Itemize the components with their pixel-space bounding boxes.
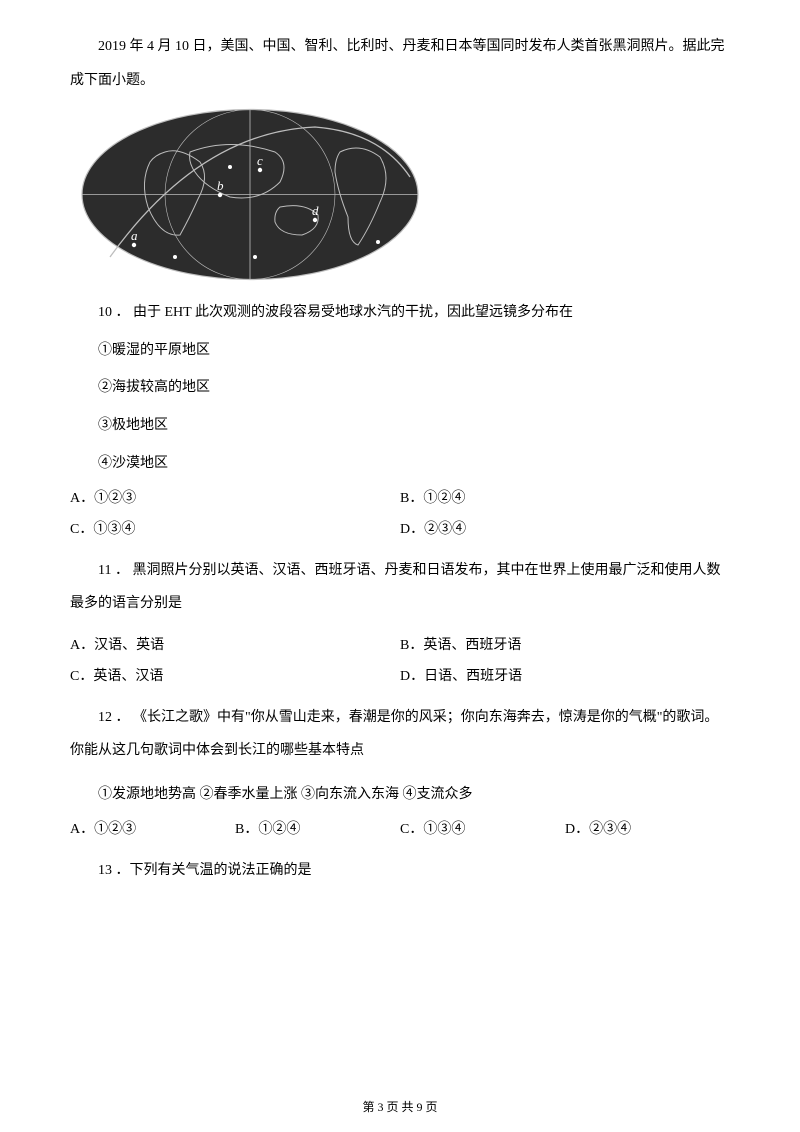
svg-text:a: a (131, 228, 138, 243)
world-map-figure: a b c d (80, 107, 730, 282)
q11-options: A．汉语、英语 B．英语、西班牙语 C．英语、汉语 D．日语、西班牙语 (70, 631, 730, 693)
q10-opt-c: C．①③④ (70, 515, 400, 546)
q12-opt-b: B．①②④ (235, 815, 400, 846)
passage-intro: 2019 年 4 月 10 日，美国、中国、智利、比利时、丹麦和日本等国同时发布… (70, 30, 730, 97)
q10-item-4: ④沙漠地区 (70, 447, 730, 481)
q10-item-1: ①暖湿的平原地区 (70, 334, 730, 368)
q10-opt-a: A．①②③ (70, 484, 400, 515)
q11-stem: 11 ． 黑洞照片分别以英语、汉语、西班牙语、丹麦和日语发布，其中在世界上使用最… (70, 554, 730, 621)
q12-items: ①发源地地势高 ②春季水量上涨 ③向东流入东海 ④支流众多 (70, 778, 730, 812)
q10-item-2: ②海拔较高的地区 (70, 371, 730, 405)
q12-opt-d: D．②③④ (565, 815, 730, 846)
q11-opt-a: A．汉语、英语 (70, 631, 400, 662)
svg-text:d: d (312, 203, 319, 218)
q12-stem: 12 ． 《长江之歌》中有"你从雪山走来，春潮是你的风采；你向东海奔去，惊涛是你… (70, 701, 730, 768)
q13-stem: 13 ．下列有关气温的说法正确的是 (70, 854, 730, 888)
q11-opt-c: C．英语、汉语 (70, 662, 400, 693)
q12-options: A．①②③ B．①②④ C．①③④ D．②③④ (70, 815, 730, 846)
q10-item-3: ③极地地区 (70, 409, 730, 443)
q11-opt-d: D．日语、西班牙语 (400, 662, 730, 693)
svg-text:b: b (217, 178, 224, 193)
q10-opt-d: D．②③④ (400, 515, 730, 546)
q12-opt-c: C．①③④ (400, 815, 565, 846)
q10-stem: 10 ． 由于 EHT 此次观测的波段容易受地球水汽的干扰，因此望远镜多分布在 (70, 296, 730, 330)
q10-opt-b: B．①②④ (400, 484, 730, 515)
q10-options: A．①②③ B．①②④ C．①③④ D．②③④ (70, 484, 730, 546)
q12-opt-a: A．①②③ (70, 815, 235, 846)
svg-text:c: c (257, 153, 263, 168)
page-footer: 第 3 页 共 9 页 (0, 1100, 800, 1114)
q11-opt-b: B．英语、西班牙语 (400, 631, 730, 662)
